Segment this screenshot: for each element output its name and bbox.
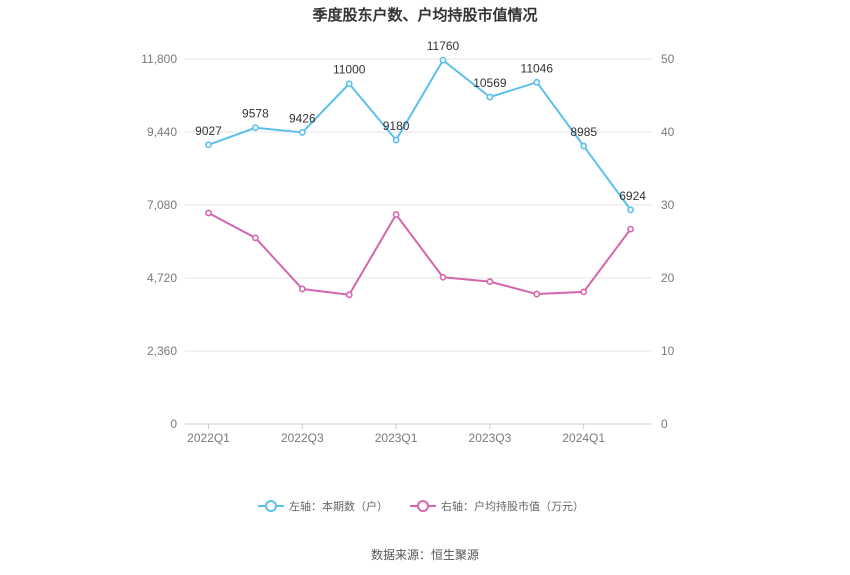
series-1-point	[345, 80, 353, 88]
data-label: 11000	[333, 63, 366, 77]
left-tick-label: 9,440	[147, 125, 177, 139]
x-tick-label: 2024Q1	[562, 431, 605, 445]
left-tick-label: 4,720	[147, 271, 177, 285]
right-tick-label: 10	[661, 344, 675, 358]
data-label: 9578	[242, 107, 269, 121]
left-tick-label: 0	[170, 417, 177, 431]
series-1-point	[392, 136, 400, 144]
right-tick-label: 0	[661, 417, 668, 431]
grid	[185, 58, 652, 425]
series-2-point	[533, 290, 541, 298]
data-label: 9426	[289, 111, 316, 125]
legend-marker-icon	[417, 500, 429, 512]
data-label: 9027	[195, 124, 222, 138]
data-label: 6924	[619, 189, 646, 203]
left-tick-label: 11,800	[141, 52, 177, 66]
series-2-point	[580, 288, 588, 296]
series-1-point	[533, 78, 541, 86]
series-1-point	[205, 141, 212, 149]
series-2-point	[345, 291, 353, 299]
right-tick-label: 40	[661, 125, 675, 139]
legend-marker-icon	[265, 500, 277, 512]
series-1-point	[580, 142, 588, 150]
series-1-point	[439, 56, 447, 64]
left-tick-label: 7,080	[147, 198, 177, 212]
series-1-point	[627, 206, 634, 214]
series-2-point	[627, 225, 634, 233]
series-layer	[205, 56, 634, 299]
data-label: 11760	[427, 39, 460, 53]
series-2-point	[392, 211, 400, 218]
legend-label: 右轴：户均持股市值（万元）	[441, 499, 584, 513]
x-tick-label: 2023Q1	[375, 431, 418, 445]
data-label: 8985	[570, 125, 597, 139]
series-1-point	[298, 129, 306, 136]
series-1-point	[486, 93, 494, 101]
legend-label: 左轴：本期数（户）	[289, 499, 388, 513]
legend[interactable]: 左轴：本期数（户） 右轴：户均持股市值（万元）	[258, 499, 584, 513]
series-1-point	[251, 124, 259, 132]
series-2-point	[298, 285, 306, 293]
series-2-point	[439, 273, 447, 281]
data-label: 10569	[473, 76, 507, 90]
x-tick-label: 2022Q3	[281, 431, 324, 445]
x-axis: 2022Q1 2022Q3 2023Q1 2023Q3 2024Q1	[187, 424, 605, 445]
right-tick-label: 20	[661, 271, 675, 285]
series-2-point	[251, 234, 259, 242]
chart-title: 季度股东户数、户均持股市值情况	[312, 6, 537, 24]
x-tick-label: 2023Q3	[469, 431, 512, 445]
series-2-point	[486, 278, 494, 286]
series-2-point	[205, 209, 212, 217]
right-tick-label: 30	[661, 198, 675, 212]
right-tick-label: 50	[661, 52, 675, 66]
data-source: 数据来源：恒生聚源	[371, 547, 479, 562]
series-line-2	[208, 212, 632, 296]
right-axis-ticks: 0 10 20 30 40 50	[661, 52, 675, 431]
data-label: 9180	[383, 119, 410, 133]
data-label: 11046	[521, 61, 554, 75]
x-tick-label: 2022Q1	[187, 431, 230, 445]
series-line-1	[208, 59, 632, 211]
left-axis-ticks: 0 2,360 4,720 7,080 9,440 11,800	[141, 52, 177, 431]
legend-item-2[interactable]: 右轴：户均持股市值（万元）	[410, 499, 584, 513]
legend-item-1[interactable]: 左轴：本期数（户）	[258, 499, 388, 513]
left-tick-label: 2,360	[147, 344, 177, 358]
data-labels: 9027 9578 9426 11000 9180 11760 10569 11046 8985…	[195, 39, 646, 203]
